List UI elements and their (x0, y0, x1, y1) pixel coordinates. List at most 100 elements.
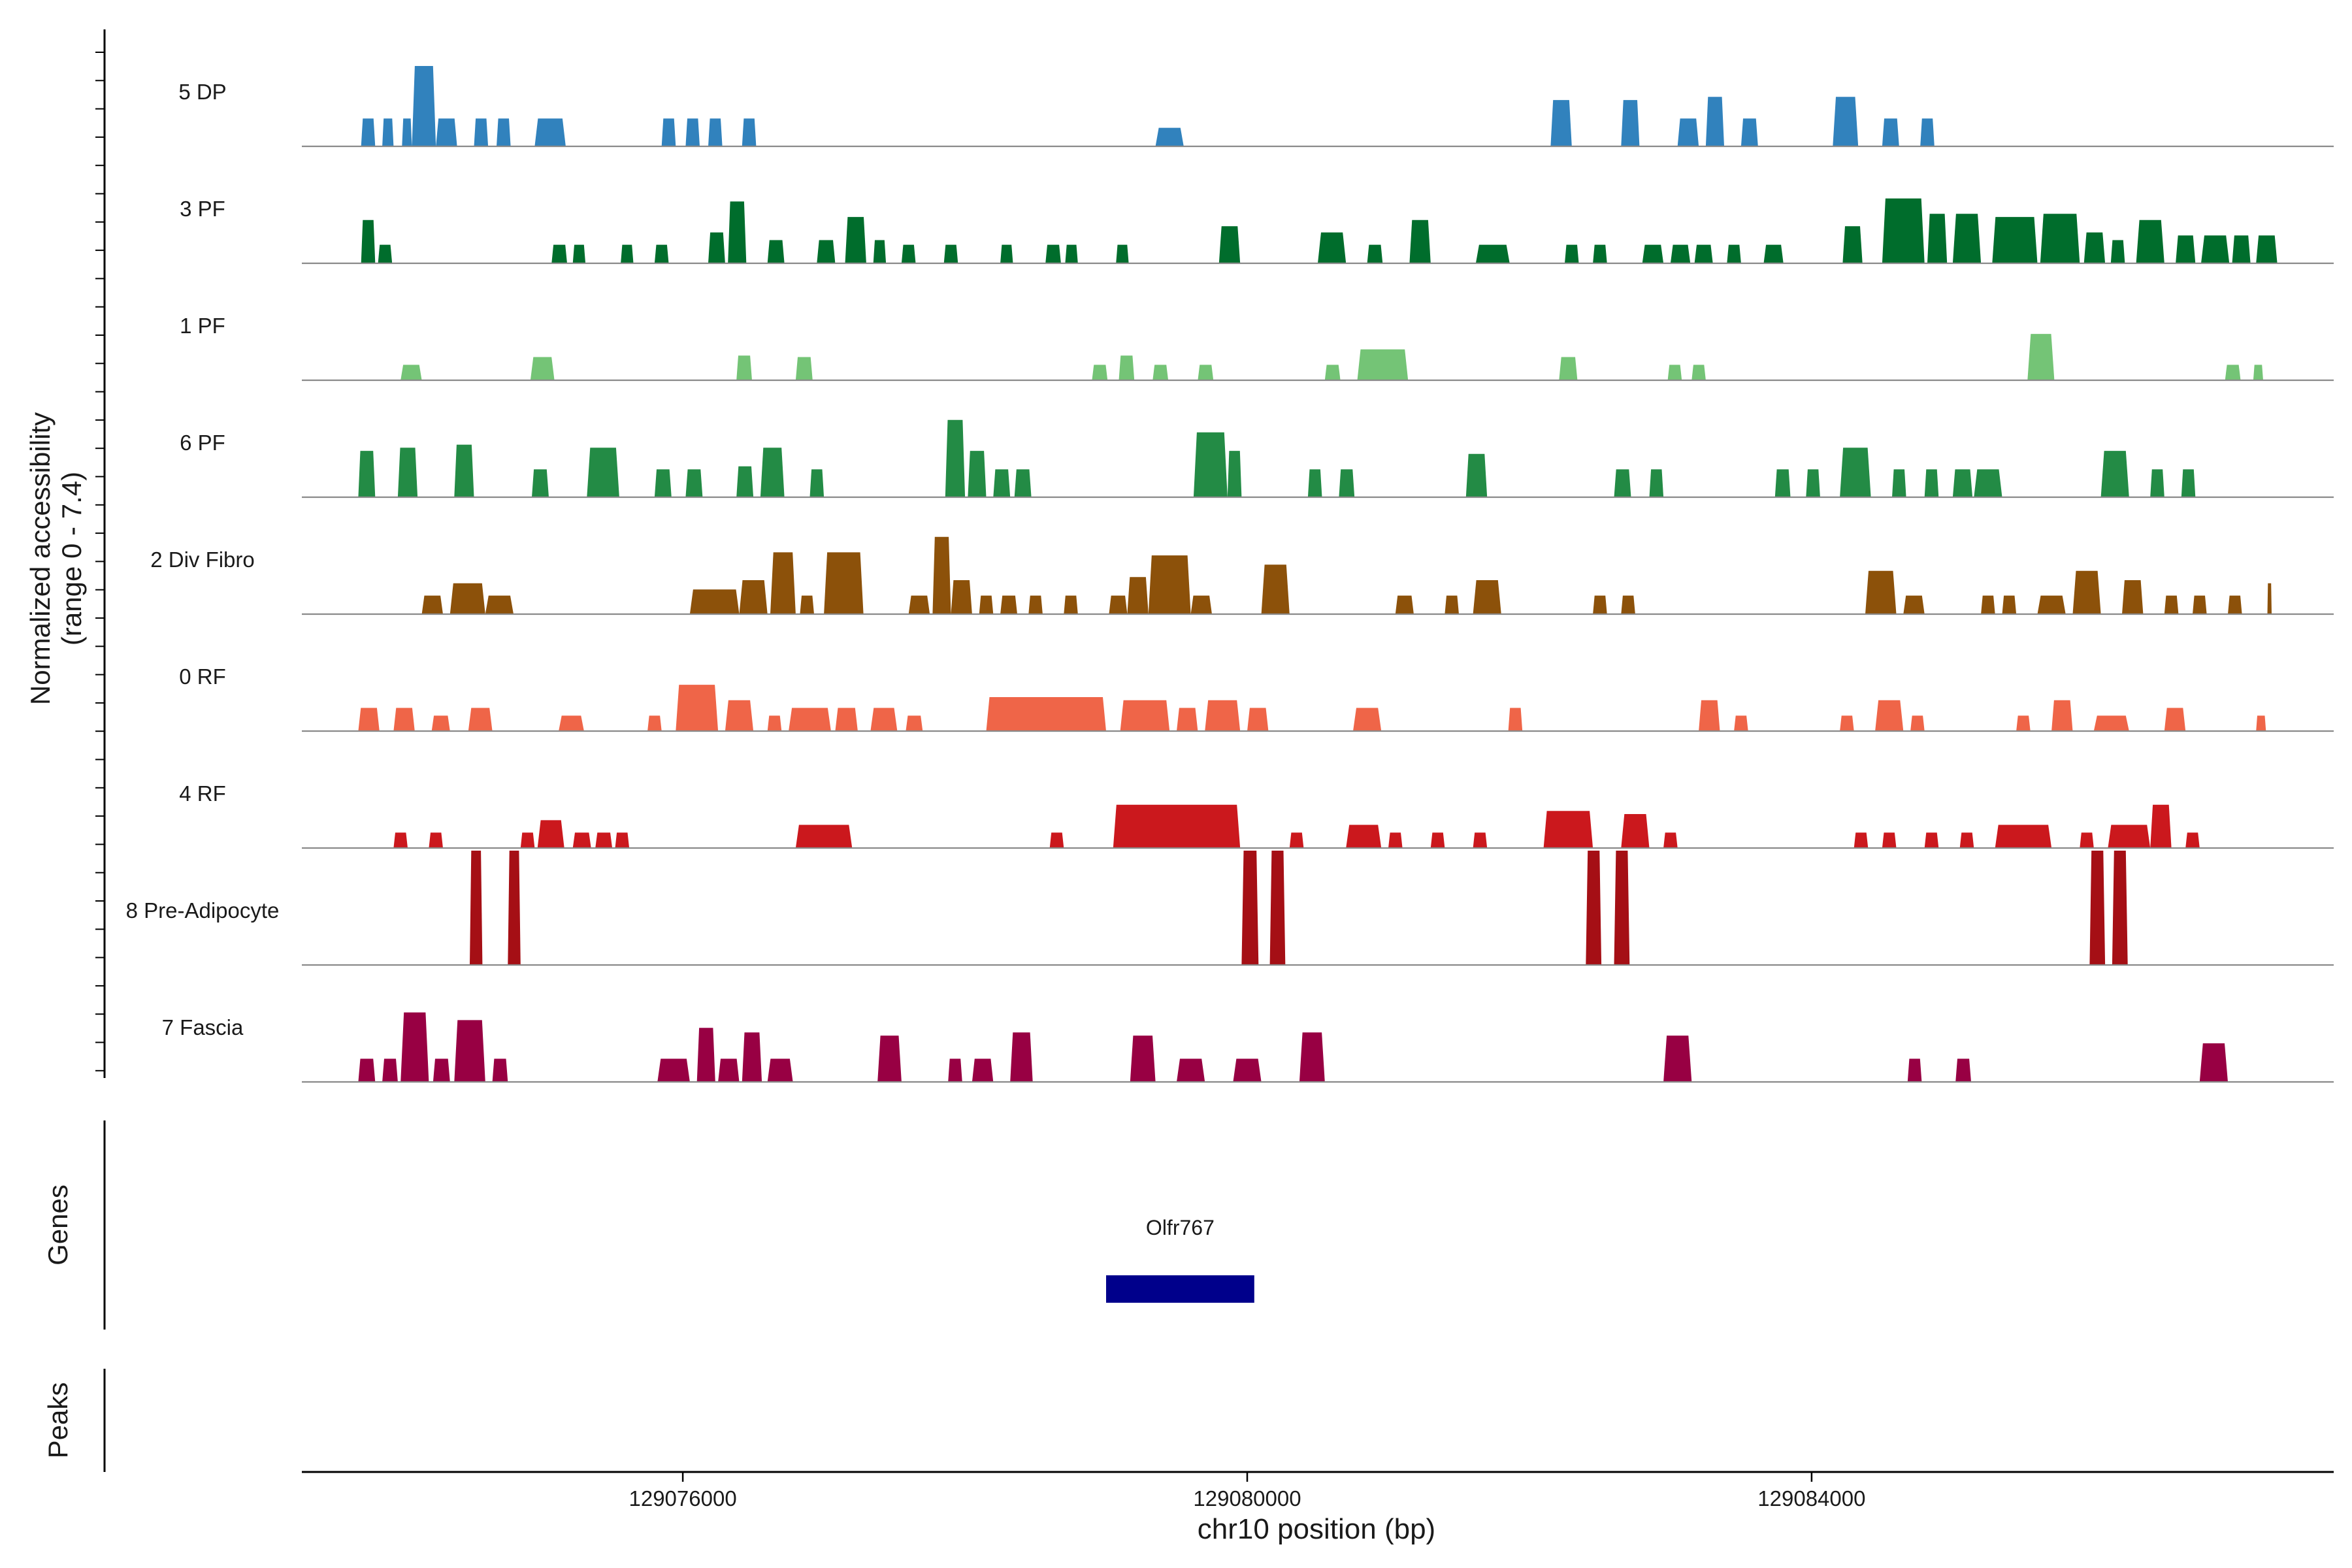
coverage-peak (948, 1058, 962, 1082)
coverage-peak (1705, 97, 1724, 146)
coverage-peak (1924, 832, 1939, 848)
coverage-peak (718, 1058, 740, 1082)
track-3-pf: 3 PF (180, 197, 2334, 265)
coverage-peak (1473, 580, 1501, 614)
coverage-peak (2040, 214, 2080, 263)
coverage-peak (1924, 469, 1939, 497)
coverage-peak (1865, 570, 1897, 614)
coverage-peak (1840, 715, 1854, 731)
coverage-peak (1190, 595, 1212, 614)
peaks-panel-label: Peaks (42, 1382, 73, 1459)
coverage-peak (508, 851, 521, 965)
coverage-peak (1014, 469, 1032, 497)
coverage-peak (993, 469, 1011, 497)
coverage-peak (393, 708, 415, 731)
x-tick-label: 129080000 (1193, 1486, 1301, 1511)
coverage-peak (767, 1058, 793, 1082)
coverage-peak (2267, 583, 2272, 614)
coverage-peak (1357, 349, 1409, 380)
coverage-peak (800, 595, 814, 614)
coverage-peak (1621, 100, 1640, 146)
coverage-peak (1593, 595, 1607, 614)
y-axis-title-range: (range 0 - 7.4) (56, 472, 87, 645)
coverage-peak (728, 201, 747, 263)
coverage-peak (2253, 365, 2263, 380)
coverage-peak (382, 1058, 398, 1082)
coverage-peak (559, 715, 584, 731)
coverage-peak (1116, 244, 1129, 263)
coverage-peak (945, 419, 966, 497)
coverage-peak (647, 715, 662, 731)
track-label: 3 PF (180, 197, 225, 221)
coverage-peak (2164, 708, 2186, 731)
coverage-peak (397, 448, 418, 497)
coverage-peak (708, 232, 725, 263)
coverage-peak (1109, 595, 1128, 614)
coverage-peak (572, 244, 586, 263)
coverage-peak (1691, 365, 1706, 380)
coverage-peak (654, 469, 672, 497)
coverage-peak (1952, 214, 1982, 263)
coverage-peak (1734, 715, 1748, 731)
coverage-peak (1649, 469, 1664, 497)
coverage-peak (932, 536, 951, 614)
coverage-peak (1955, 1058, 1971, 1082)
coverage-peak (2228, 595, 2242, 614)
coverage-peak (358, 1058, 376, 1082)
coverage-peak (2016, 715, 2031, 731)
coverage-peak (809, 469, 825, 497)
coverage-peak (908, 595, 930, 614)
coverage-peak (1152, 365, 1169, 380)
coverage-peak (1028, 595, 1043, 614)
coverage-peak (739, 580, 768, 614)
coverage-peak (2225, 365, 2241, 380)
x-axis-ticks: 129076000 129080000 129084000 (629, 1472, 1865, 1511)
coverage-peak (1667, 365, 1682, 380)
coverage-peak (433, 1058, 450, 1082)
coverage-peak (1593, 244, 1607, 263)
coverage-peak (1227, 451, 1242, 497)
track-4-rf: 4 RF (179, 781, 2334, 849)
coverage-peak (1840, 448, 1871, 497)
coverage-peak (1218, 226, 1241, 263)
coverage-peak (1842, 226, 1863, 263)
coverage-peak (1981, 595, 1995, 614)
coverage-peak (378, 244, 393, 263)
coverage-peak (1920, 118, 1935, 146)
coverage-peak (654, 244, 669, 263)
track-label: 5 DP (178, 80, 226, 104)
coverage-peak (657, 1058, 690, 1082)
coverage-peak (2201, 235, 2230, 263)
coverage-peak (1882, 118, 1899, 146)
coverage-peak (532, 469, 549, 497)
coverage-peak (685, 469, 703, 497)
coverage-peak (470, 851, 483, 965)
coverage-peak (1614, 469, 1631, 497)
coverage-peak (1120, 700, 1170, 731)
coverage-peak (393, 832, 408, 848)
coverage-peak (1445, 595, 1459, 614)
coverage-peak (1388, 832, 1403, 848)
coverage-peak (1465, 453, 1488, 497)
coverage-peak (2256, 235, 2278, 263)
coverage-peak (1430, 832, 1445, 848)
coverage-y-axis-ticks (95, 52, 105, 1071)
coverage-peak (1875, 700, 1904, 731)
coverage-peak (361, 118, 376, 146)
coverage-peak (1508, 708, 1523, 731)
coverage-peak (2083, 232, 2106, 263)
coverage-peak (986, 697, 1106, 731)
coverage-peak (1205, 700, 1241, 731)
coverage-peak (1586, 851, 1602, 965)
coverage-peak (2150, 469, 2164, 497)
track-7-fascia: 7 Fascia (162, 1012, 2334, 1083)
coverage-peak (824, 552, 864, 614)
coverage-peak (1995, 825, 2052, 848)
coverage-peak (1409, 220, 1431, 263)
coverage-peak (2122, 580, 2144, 614)
coverage-peak (1992, 217, 2038, 263)
genes-panel-label: Genes (42, 1184, 73, 1266)
coverage-peak (1177, 708, 1198, 731)
coverage-peak (400, 365, 422, 380)
coverage-peak (1621, 595, 1635, 614)
